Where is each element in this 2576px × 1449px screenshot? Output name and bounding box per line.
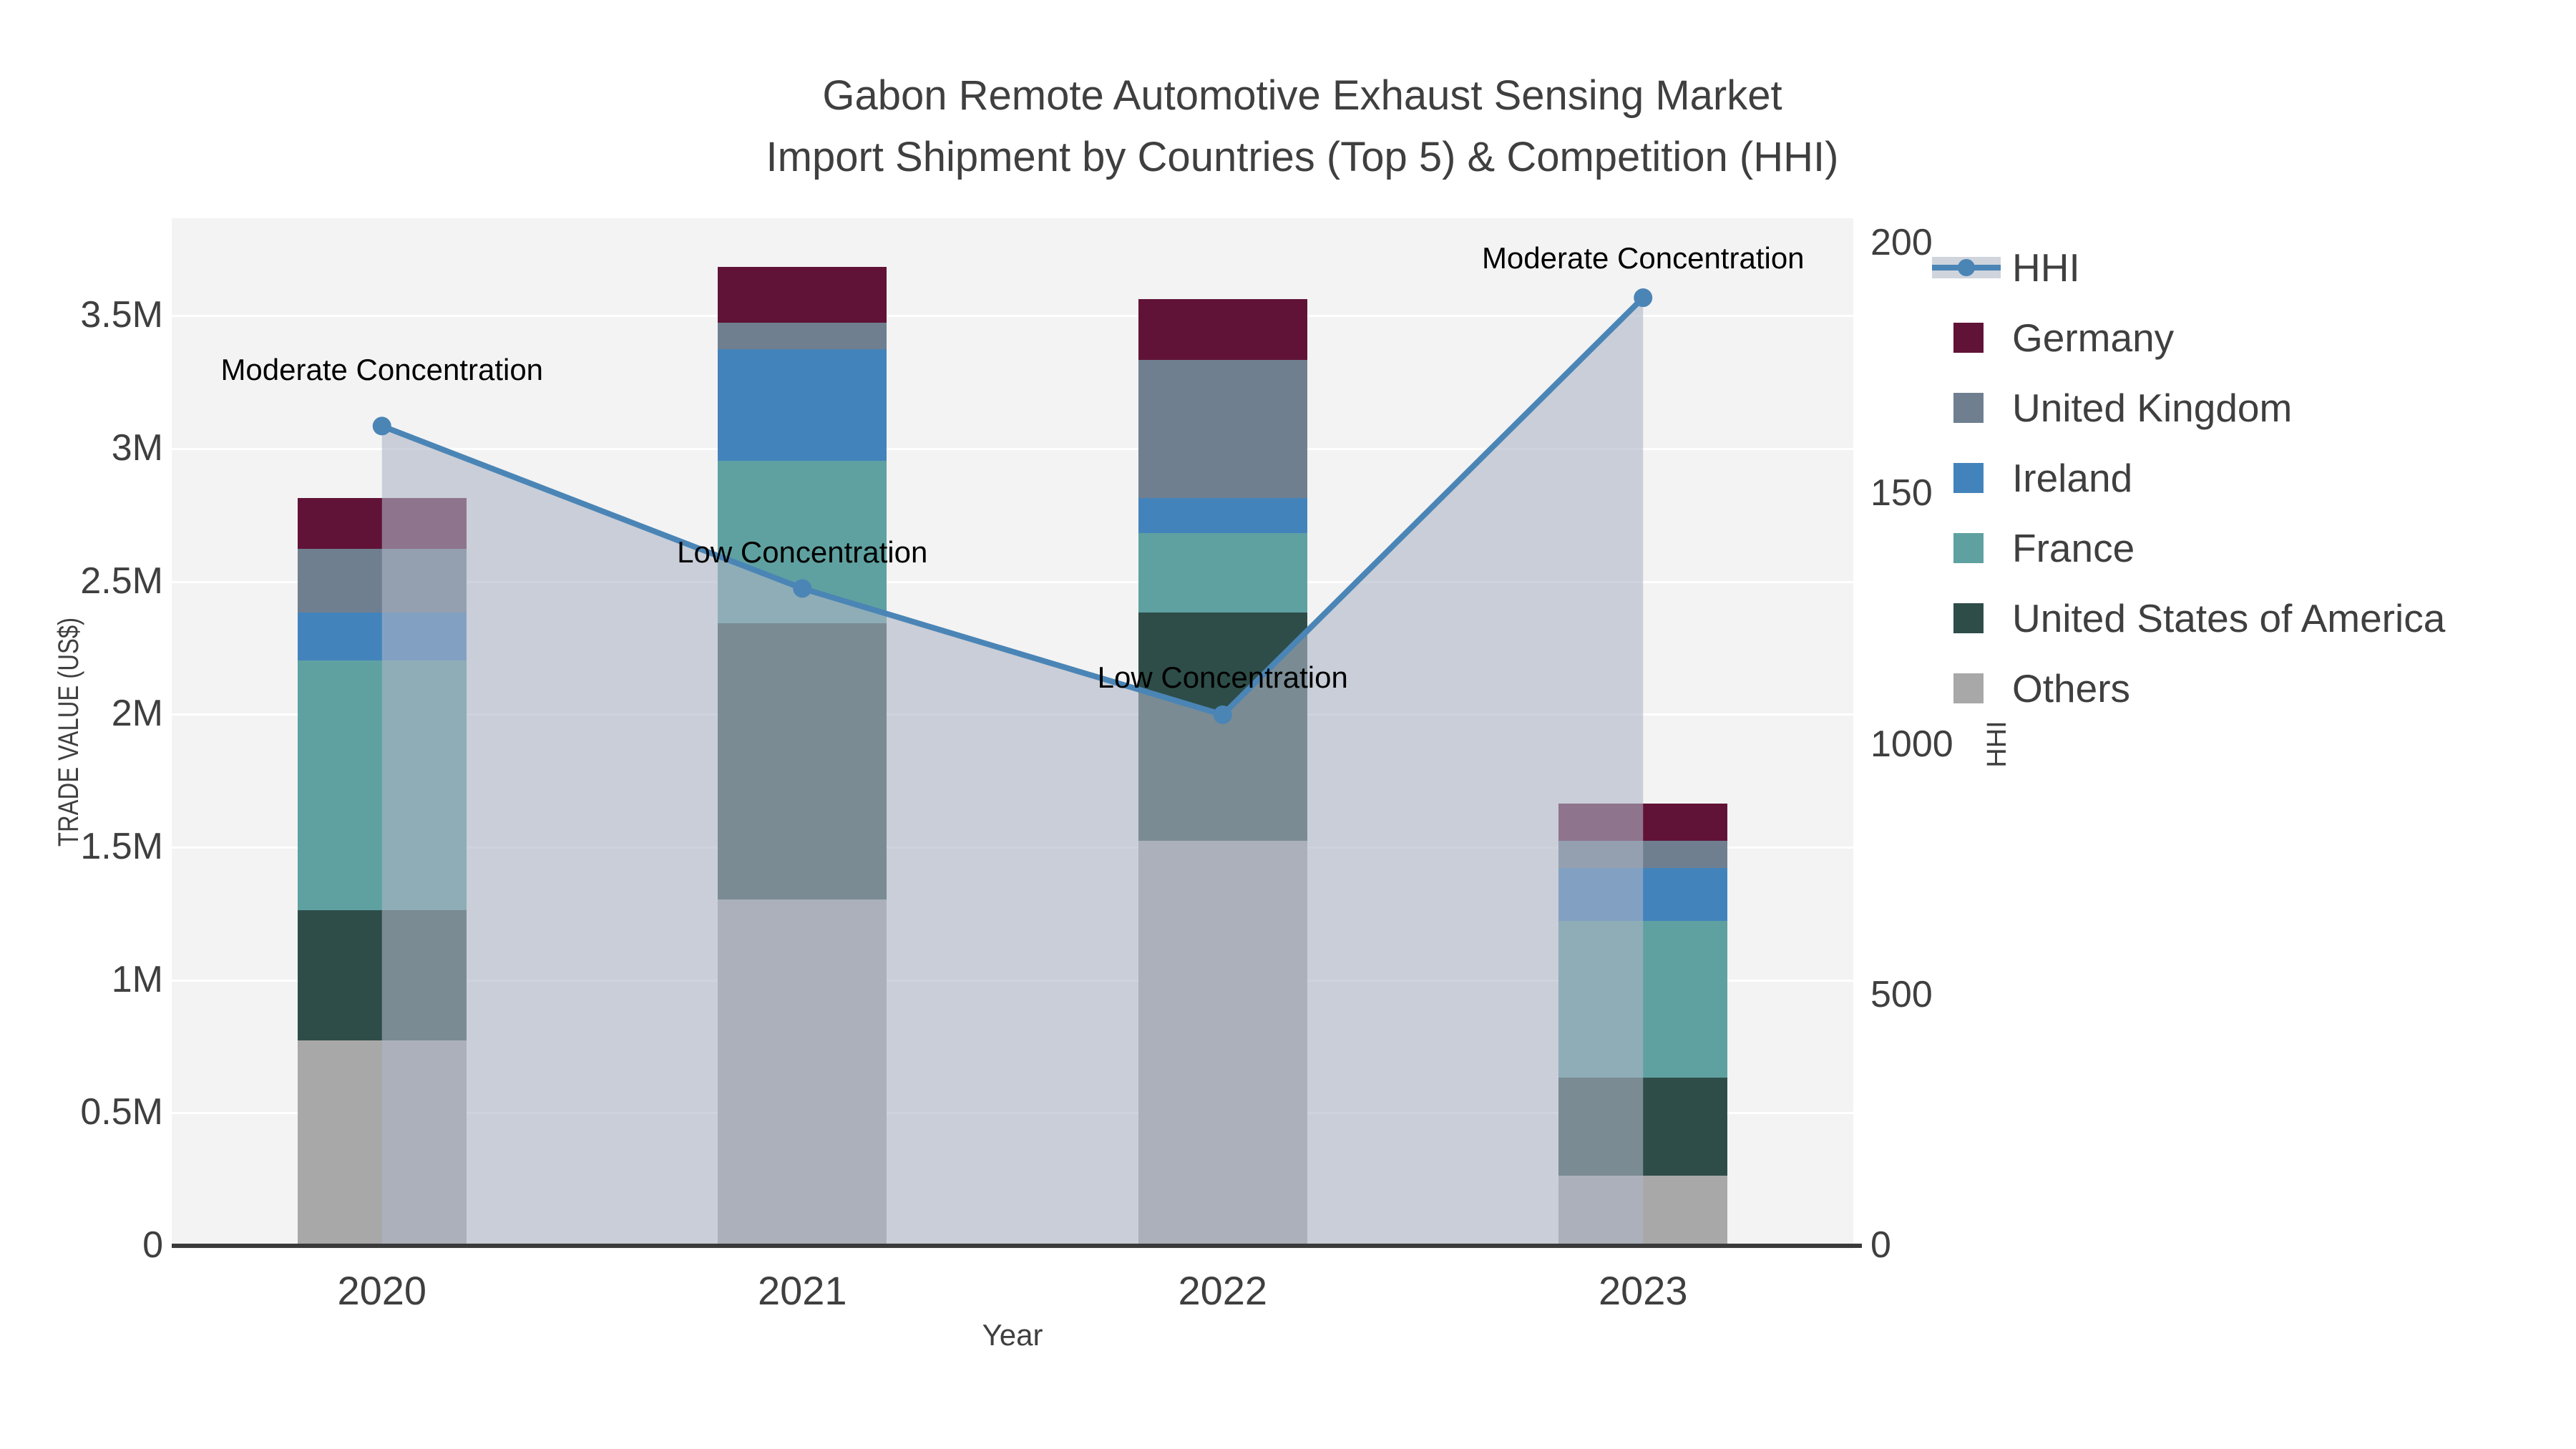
- x-tick-2022: 2022: [1178, 1268, 1268, 1313]
- y-left-tick-2M: 2M: [111, 693, 163, 735]
- bar-segment-2021-ireland[interactable]: [718, 349, 887, 462]
- x-tick-2021: 2021: [757, 1268, 847, 1313]
- y-left-tick-2.5M: 2.5M: [80, 560, 163, 602]
- y-right-tick-1000: 1000: [1870, 723, 1953, 765]
- y-left-tick-3M: 3M: [111, 426, 163, 469]
- annotation-2022: Low Concentration: [1097, 660, 1348, 694]
- y-axis-left-title: TRADE VALUE (US$): [53, 617, 84, 847]
- y-right-tick-0: 0: [1870, 1224, 1891, 1266]
- x-axis-line: [172, 1244, 1862, 1248]
- bar-segment-2021-germany[interactable]: [718, 267, 887, 323]
- y-left-tick-3.5M: 3.5M: [80, 294, 163, 336]
- bar-segment-2022-united-kingdom[interactable]: [1138, 360, 1307, 499]
- gridline-3.5M: [172, 315, 1853, 318]
- gridline-3M: [172, 447, 1853, 450]
- x-tick-2023: 2023: [1598, 1268, 1688, 1313]
- y-right-tick-500: 500: [1870, 973, 1933, 1015]
- legend-swatch-ireland: [1953, 463, 1984, 493]
- chart-title-line1: Gabon Remote Automotive Exhaust Sensing …: [822, 72, 1782, 119]
- legend-swatch-united-states-of-america: [1953, 603, 1984, 633]
- hhi-marker-2020[interactable]: [372, 416, 391, 436]
- legend-label: Others: [2012, 666, 2131, 711]
- y-right-tick-200: 200: [1870, 222, 1933, 263]
- bar-segment-2022-france[interactable]: [1138, 532, 1307, 613]
- annotation-2023: Moderate Concentration: [1481, 241, 1805, 275]
- legend-label: United Kingdom: [2012, 386, 2293, 430]
- legend-swatch-united-kingdom: [1953, 393, 1984, 423]
- legend-swatch-others: [1953, 673, 1984, 703]
- y-left-tick-1M: 1M: [111, 958, 163, 1000]
- legend-label: HHI: [2012, 245, 2080, 290]
- y-left-tick-1.5M: 1.5M: [80, 825, 163, 867]
- annotation-2020: Moderate Concentration: [220, 353, 544, 387]
- annotation-2021: Low Concentration: [677, 535, 928, 570]
- y-left-tick-0.5M: 0.5M: [80, 1091, 163, 1133]
- hhi-marker-2023[interactable]: [1634, 288, 1653, 308]
- hhi-line-layer: [372, 288, 1653, 1246]
- legend-swatch-germany: [1953, 323, 1984, 353]
- hhi-line-sample-icon: [1932, 252, 2001, 283]
- legend-label: France: [2012, 526, 2135, 570]
- x-tick-2020: 2020: [337, 1268, 427, 1313]
- hhi-marker-2021[interactable]: [793, 579, 812, 598]
- legend-label: Ireland: [2012, 456, 2133, 500]
- legend-label: Germany: [2012, 316, 2175, 360]
- y-right-tick-150: 150: [1870, 472, 1933, 514]
- y-axis-right-title: HHI: [1982, 721, 2012, 768]
- x-axis-title: Year: [982, 1318, 1043, 1352]
- bar-segment-2022-germany[interactable]: [1138, 298, 1307, 361]
- legend-label: United States of America: [2012, 596, 2446, 640]
- y-left-tick-0: 0: [142, 1224, 163, 1266]
- legend-swatch-france: [1953, 533, 1984, 563]
- bar-segment-2022-ireland[interactable]: [1138, 498, 1307, 533]
- gridline-2.5M: [172, 580, 1853, 583]
- hhi-area-fill: [381, 298, 1644, 1246]
- bar-segment-2021-united-kingdom[interactable]: [718, 323, 887, 350]
- hhi-marker-sample: [1958, 259, 1975, 276]
- hhi-marker-2022[interactable]: [1213, 705, 1232, 724]
- hhi-line: [381, 296, 1646, 718]
- chart-title-line2: Import Shipment by Countries (Top 5) & C…: [766, 134, 1839, 180]
